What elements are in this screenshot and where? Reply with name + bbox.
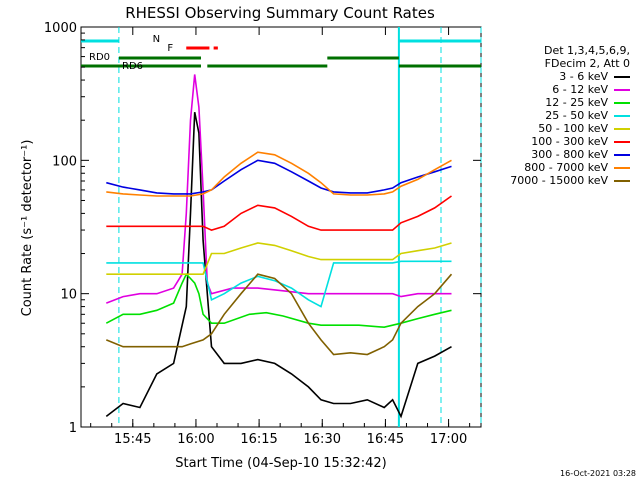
series-line-1 <box>105 111 452 419</box>
legend-entry: Det 1,3,4,5,6,9, <box>510 44 630 57</box>
legend-label: 50 - 100 keV <box>538 122 608 135</box>
legend-swatch <box>614 89 630 91</box>
legend-swatch <box>614 141 630 143</box>
x-tick-label: 16:15 <box>240 432 277 447</box>
legend-label: 7000 - 15000 keV <box>510 174 608 187</box>
y-tick-label: 100 <box>52 154 77 169</box>
series-line-4 <box>106 260 452 308</box>
legend-swatch <box>614 128 630 130</box>
legend-entry: 25 - 50 keV <box>510 109 630 122</box>
legend-label: 800 - 7000 keV <box>524 161 608 174</box>
legend-entry: 7000 - 15000 keV <box>510 174 630 187</box>
series-line-3 <box>105 272 452 329</box>
y-tick-label: 10 <box>60 288 77 303</box>
legend-label: 100 - 300 keV <box>531 135 608 148</box>
legend-entry: 6 - 12 keV <box>510 83 630 96</box>
legend-swatch <box>614 102 630 104</box>
x-tick-label: 17:00 <box>430 432 467 447</box>
legend-entry: 800 - 7000 keV <box>510 161 630 174</box>
flag-label: RD0 <box>89 52 110 63</box>
timestamp: 16-Oct-2021 03:28 <box>560 469 636 478</box>
flag-label: N <box>153 34 160 45</box>
legend-entry: 12 - 25 keV <box>510 96 630 109</box>
legend-entry: 3 - 6 keV <box>510 70 630 83</box>
series-line-6 <box>106 195 452 231</box>
series-line-7 <box>106 159 452 195</box>
x-tick-label: 15:45 <box>114 432 151 447</box>
flag-bars: NF RD0 RD6 <box>81 27 482 427</box>
series-line-5 <box>106 242 452 275</box>
series-line-2 <box>106 74 452 304</box>
series-layer <box>105 74 453 419</box>
x-tick-label: 16:45 <box>367 432 404 447</box>
flag-label: RD6 <box>122 61 143 72</box>
x-axis-label: Start Time (04-Sep-10 15:32:42) <box>175 456 386 471</box>
y-axis-label: Count Rate (s⁻¹ detector⁻¹) <box>20 140 35 317</box>
legend-swatch <box>614 167 630 169</box>
legend-swatch <box>614 154 630 156</box>
series-line-9 <box>105 273 453 356</box>
legend-label: 3 - 6 keV <box>559 70 608 83</box>
legend-entry: FDecim 2, Att 0 <box>510 57 630 70</box>
legend-label: FDecim 2, Att 0 <box>544 57 630 70</box>
axis-layer: 15:45 16:00 16:15 16:30 16:45 17:00 1 10 100 1000 <box>44 21 481 447</box>
legend-swatch <box>614 76 630 78</box>
legend-swatch <box>614 115 630 117</box>
legend-entry: 100 - 300 keV <box>510 135 630 148</box>
legend-entry: 50 - 100 keV <box>510 122 630 135</box>
series-line-8 <box>106 151 452 197</box>
legend-label: Det 1,3,4,5,6,9, <box>543 44 630 57</box>
legend-entry: 300 - 800 keV <box>510 148 630 161</box>
y-tick-label: 1000 <box>44 21 77 36</box>
x-tick-label: 16:30 <box>304 432 341 447</box>
legend-label: 300 - 800 keV <box>531 148 608 161</box>
x-tick-label: 16:00 <box>177 432 214 447</box>
flag-label: F <box>167 43 173 54</box>
chart-title: RHESSI Observing Summary Count Rates <box>125 4 435 22</box>
y-tick-label: 1 <box>69 421 77 436</box>
legend-label: 12 - 25 keV <box>545 96 608 109</box>
legend-swatch <box>614 180 630 182</box>
legend-label: 6 - 12 keV <box>552 83 608 96</box>
legend-label: 25 - 50 keV <box>545 109 608 122</box>
